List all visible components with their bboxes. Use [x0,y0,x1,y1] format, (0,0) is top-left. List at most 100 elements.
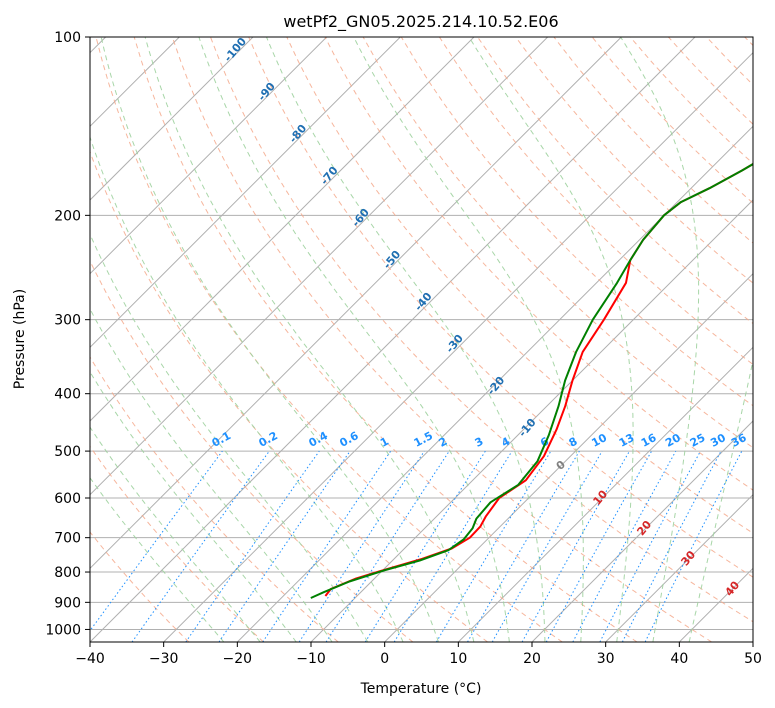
dry-adiabat-line [400,37,753,407]
dry-adiabat-line [90,259,414,642]
mixing-ratio-label: 0.1 [210,429,233,450]
mixing-ratio-line [218,450,351,642]
background-lines [90,37,753,642]
x-tick-label: −20 [223,651,253,667]
mixing-ratio-label: 8 [567,435,580,450]
isotherm-line [752,641,753,642]
mixing-ratio-label: 2 [437,435,450,450]
isotherm-line [90,37,328,275]
mixing-ratio-line [599,450,701,642]
mixing-ratio-line [393,450,513,642]
isotherm-line [163,51,753,642]
mixing-ratio-line [185,450,320,642]
y-axis: 100 200 300 400 500 600 700 800 900 1000 [45,30,90,638]
x-tick-label: 10 [449,651,467,667]
y-tick-label: 1000 [45,622,81,638]
x-tick-label: 0 [380,651,389,667]
moist-adiabat-line [90,426,261,642]
y-tick-label: 100 [54,30,81,46]
moist-adiabat-line [100,37,439,642]
dry-adiabat-line [95,37,563,642]
x-tick-label: −40 [75,651,105,667]
dry-adiabat-line [90,150,488,642]
mixing-ratio-label: 0.4 [307,429,331,450]
y-tick-label: 800 [54,565,81,581]
moist-adiabat-line [468,37,634,642]
moist-adiabat-line [90,135,404,642]
moist-adiabat-line [144,37,475,642]
y-tick-label: 400 [54,387,81,403]
mixing-ratio-label: 30 [708,431,728,450]
moist-adiabat-line [90,370,297,642]
moist-adiabat-line [620,37,700,642]
mixing-ratio-label: 0.6 [337,429,361,450]
mixing-ratio-line [325,450,450,642]
isotherm-line [678,567,753,642]
mixing-ratio-line [572,450,677,642]
dry-adiabat-label: -10 [516,416,539,440]
dry-adiabat-line [90,531,190,642]
profile-lines [310,162,753,599]
mixing-ratio-line [131,450,270,642]
mixing-ratio-line [298,450,425,642]
chart-title: wetPf2_GN05.2025.214.10.52.E06 [283,12,558,32]
dry-adiabat-line [591,37,753,204]
dry-adiabat-line [438,37,753,366]
x-tick-label: 30 [597,651,615,667]
dry-adiabat-line [668,37,753,125]
isotherm-line [236,125,753,642]
mixing-ratio-label: 36 [729,431,749,450]
isotherm-line [531,420,753,642]
dry-adiabat-label: -50 [381,248,404,272]
mixing-ratio-label: 16 [639,431,659,450]
isotherm-line [90,37,475,422]
mixing-ratio-line [90,450,223,632]
x-tick-label: 50 [744,651,762,667]
dry-adiabat-line [210,37,753,623]
isotherm-line [90,37,622,570]
moist-adiabat-line [688,358,753,642]
isotherm-line [457,346,753,642]
mixing-ratio-label: 10 [589,431,609,450]
dry-adiabat-label: -90 [255,80,278,104]
isotherm-line [90,37,549,496]
dry-adiabat-line [133,37,638,642]
mixing-ratio-label: 1 [378,435,391,450]
plot-frame [89,36,754,643]
isotherm-line [90,37,401,349]
dry-adiabat-line [171,37,712,642]
moist-adiabat-line [90,476,225,642]
moist-adiabat-label: 30 [678,548,698,568]
mixing-ratio-line [364,450,486,642]
dry-adiabat-label: -30 [443,332,466,356]
dry-adiabat-label: -80 [287,122,310,146]
x-tick-label: −10 [296,651,326,667]
isotherm-line [384,272,753,642]
dry-adiabat-line [286,37,753,534]
isopleth-labels: 0.1 0.2 0.4 0.6 1 1.5 2 3 4 6 8 10 13 16 20 25 30 36-100-… [210,35,749,599]
isotherm-line [90,37,254,201]
mixing-ratio-line [521,450,630,642]
mixing-ratio-line [262,450,392,642]
moist-adiabat-line [90,233,369,642]
mixing-ratio-line [545,450,653,642]
moist-adiabat-label: 10 [590,487,610,507]
moist-adiabat-line [353,37,584,642]
x-tick-label: 20 [523,651,541,667]
y-tick-label: 600 [54,491,81,507]
y-tick-label: 700 [54,531,81,547]
mixing-ratio-label: 0.2 [257,429,280,450]
dry-adiabat-line [706,37,753,86]
mixing-ratio-label: 20 [663,431,683,450]
mixing-ratio-label: 1.5 [412,429,435,450]
y-axis-label: Pressure (hPa) [12,289,28,389]
mixing-ratio-label: 25 [688,431,708,450]
mixing-ratio-line [644,450,743,642]
x-tick-label: −30 [149,651,179,667]
moist-adiabat-line [90,308,333,642]
moist-adiabat-line [266,37,546,642]
dry-adiabat-line [553,37,753,244]
dry-adiabat-line [90,356,339,642]
dewpoint-line [310,162,753,599]
